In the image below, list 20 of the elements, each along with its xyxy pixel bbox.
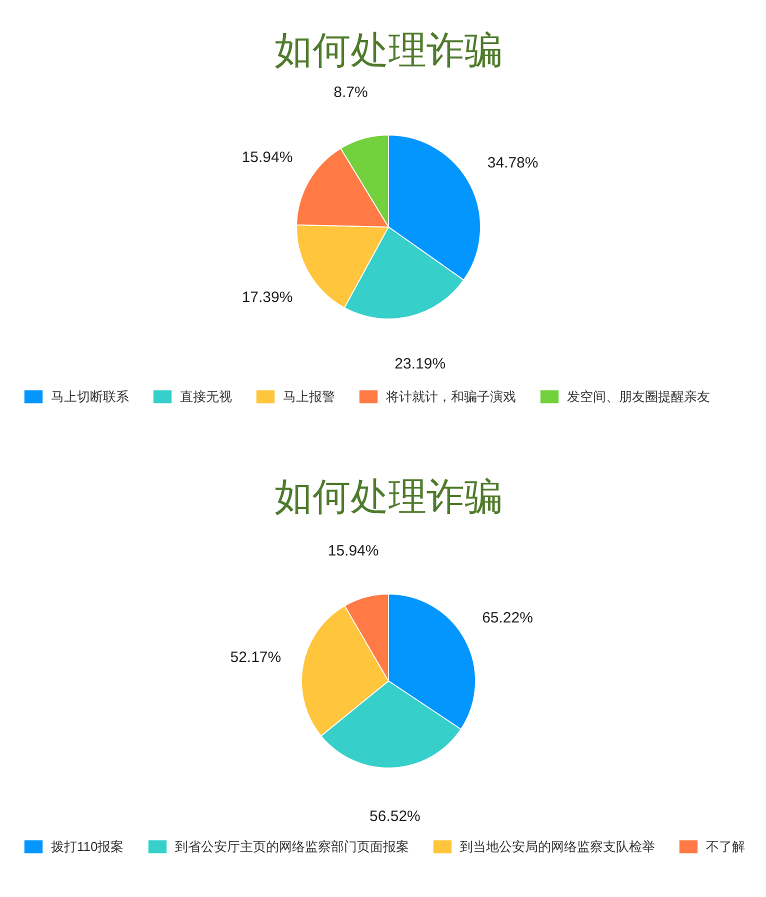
legend-label: 拨打110报案	[51, 838, 124, 854]
legend-label: 不了解	[706, 838, 745, 854]
data-label: 17.39%	[242, 289, 293, 306]
data-label: 15.94%	[242, 149, 293, 166]
data-label: 56.52%	[370, 808, 420, 825]
chart-title: 如何处理诈骗	[274, 30, 502, 72]
chart-title: 如何处理诈骗	[274, 476, 502, 519]
legend-label: 到省公安厅主页的网络监察部门页面报案	[175, 838, 409, 854]
legend-label: 马上切断联系	[51, 388, 129, 404]
legend-label: 直接无视	[180, 388, 232, 404]
legend-label: 到当地公安局的网络监察支队检举	[460, 838, 655, 854]
data-label: 23.19%	[394, 355, 446, 372]
data-label: 34.78%	[487, 154, 538, 172]
data-label: 65.22%	[482, 609, 533, 626]
legend-label: 将计就计，和骗子演戏	[385, 388, 516, 404]
legend-label: 马上报警	[283, 388, 335, 404]
data-label: 15.94%	[328, 542, 379, 560]
data-label: 8.7%	[334, 84, 368, 102]
legend-label: 发空间、朋友圈提醒亲友	[567, 388, 710, 404]
data-label: 52.17%	[230, 648, 282, 666]
